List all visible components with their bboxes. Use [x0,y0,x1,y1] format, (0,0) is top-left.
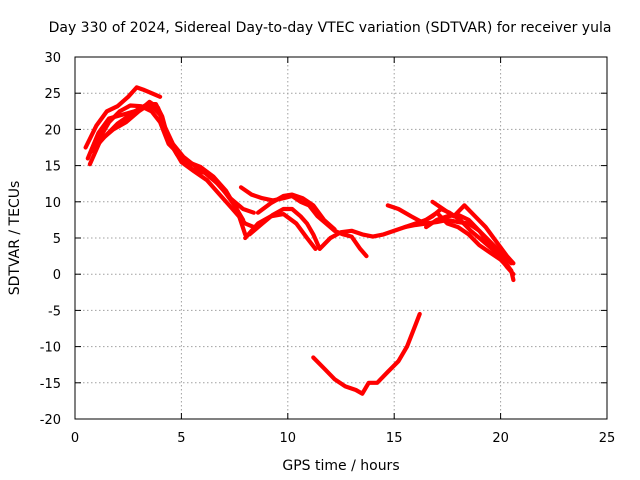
ticks: 0 5 10 15 20 25 -20 -15 -10 -5 0 5 10 15 20 25 30 [40,51,616,446]
plot-frame [74,56,608,420]
series-line-sat-h [243,212,318,251]
y-tick-label: 10 [44,196,61,211]
y-tick-label: 0 [53,268,61,283]
x-tick-label: 20 [492,431,509,446]
chart-title: Day 330 of 2024, Sidereal Day-to-day VTE… [49,20,612,36]
y-tick-label: 25 [44,87,61,102]
x-tick-label: 25 [599,431,616,446]
series-line-sat-m [424,212,516,283]
y-tick-label: -15 [40,377,61,392]
y-tick-label: 30 [44,51,61,66]
y-tick-label: 20 [44,123,61,138]
y-tick-label: 15 [44,160,61,175]
x-tick-label: 15 [386,431,403,446]
y-axis-label: SDTVAR / TECUs [7,181,23,296]
series-line-sat-k [430,199,516,266]
y-tick-label: 5 [53,232,61,247]
x-tick-label: 5 [177,431,185,446]
x-axis-label: GPS time / hours [282,458,399,474]
series-line-sat-a [83,85,163,150]
series-line-sat-c [87,101,248,237]
y-tick-label: -5 [48,304,61,319]
series-line-sat-f [238,185,369,259]
y-tick-label: -10 [40,341,61,356]
series-line-sat-i [255,192,337,232]
x-tick-label: 0 [71,431,79,446]
series-line-sat-b [85,103,256,230]
x-tick-label: 10 [280,431,297,446]
series-line-sat-l [402,210,514,273]
series-layer [83,85,516,396]
series-line-sat-n [311,311,422,396]
series-line-sat-e [94,103,256,215]
y-tick-label: -20 [40,413,61,428]
